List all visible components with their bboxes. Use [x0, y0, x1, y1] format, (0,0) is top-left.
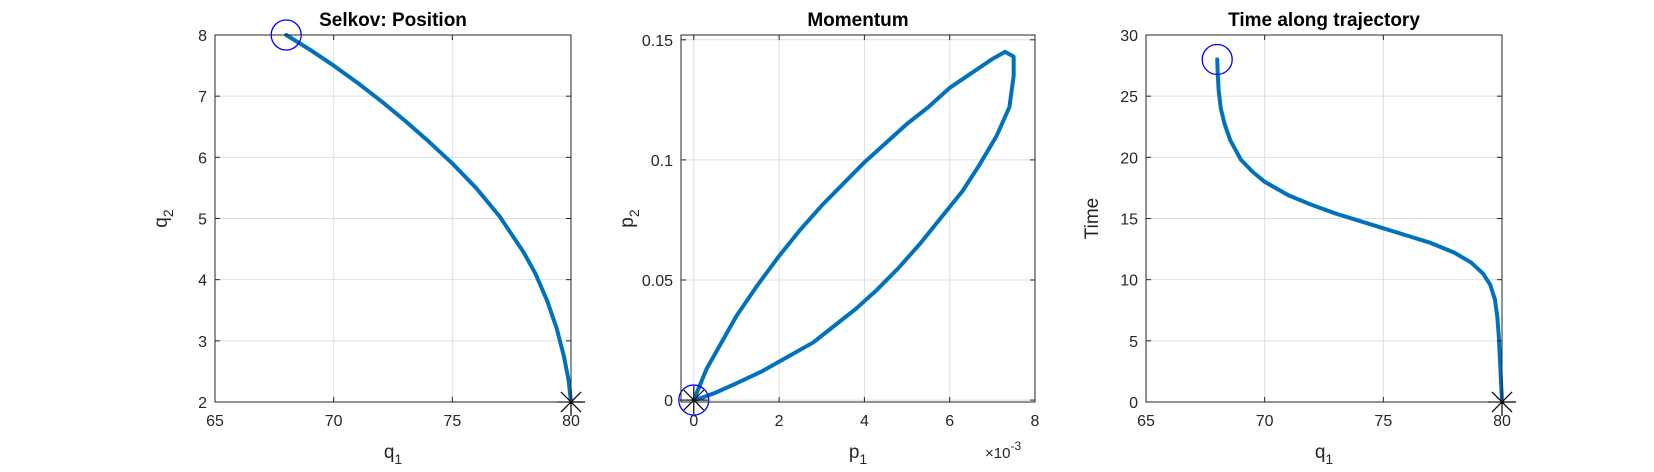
series-line	[691, 49, 1016, 403]
y-tick-label: 0.1	[651, 153, 673, 170]
start-marker-circle	[678, 384, 710, 416]
y-tick-label: 7	[198, 89, 207, 106]
x-axis-label: p1	[849, 442, 868, 467]
x-tick-label: 2	[775, 413, 784, 430]
y-tick-label: 6	[198, 150, 207, 167]
x-axis-label: q1	[1315, 442, 1334, 467]
y-tick-label: 10	[1120, 273, 1138, 290]
y-tick-label: 5	[198, 212, 207, 229]
series-line	[284, 33, 573, 404]
axes-box	[680, 34, 1036, 403]
x-tick-label: 4	[860, 413, 869, 430]
y-tick-label: 3	[198, 334, 207, 351]
chart-title: Selkov: Position	[319, 10, 467, 31]
subplot-3: 65 70 75 80 0 5 10 15 20 25 30 Time along trajector…	[1082, 10, 1516, 467]
y-tick-label: 0	[664, 393, 673, 410]
chart-title: Time along trajectory	[1228, 10, 1420, 31]
y-tick-label: 0	[1129, 395, 1138, 412]
x-tick-label: 80	[562, 413, 580, 430]
x-tick-label: 75	[443, 413, 461, 430]
start-marker-circle	[1201, 43, 1233, 76]
y-tick-label: 15	[1120, 212, 1138, 229]
y-tick-label: 30	[1120, 28, 1138, 45]
chart-title: Momentum	[807, 10, 908, 31]
x-tick-label: 8	[1031, 413, 1040, 430]
y-axis-label: Time	[1082, 198, 1103, 240]
y-tick-label: 5	[1129, 334, 1138, 351]
y-tick-label: 0.15	[642, 33, 673, 50]
x-tick-label: 6	[945, 413, 954, 430]
plot-area	[681, 35, 1035, 402]
series-line	[1215, 57, 1504, 404]
x-tick-label: 0	[689, 413, 698, 430]
y-axis-label: q2	[151, 209, 176, 228]
x-axis-label: q1	[384, 442, 403, 467]
y-tick-label: 4	[198, 273, 207, 290]
x-tick-label: 70	[1256, 413, 1274, 430]
y-axis-label: p2	[617, 209, 642, 228]
x-tick-label: 65	[1137, 413, 1155, 430]
subplot-1: 65 70 75 80 2 3 4 5 6 7 8 Selkov: Position q1 q2	[151, 10, 585, 467]
x-tick-label: 80	[1493, 413, 1511, 430]
y-tick-label: 25	[1120, 89, 1138, 106]
subplot-2: 0 2 4 6 8 0 0.05 0.1 0.15 Momentum p1 p2 ×10-3	[617, 10, 1040, 467]
y-tick-label: 2	[198, 395, 207, 412]
x-tick-label: 75	[1374, 413, 1392, 430]
y-tick-label: 0.05	[642, 273, 673, 290]
x-tick-label: 65	[206, 413, 224, 430]
y-tick-label: 8	[198, 28, 207, 45]
x-tick-label: 70	[325, 413, 343, 430]
y-tick-label: 20	[1120, 150, 1138, 167]
x-exponent-label: ×10-3	[985, 439, 1021, 462]
